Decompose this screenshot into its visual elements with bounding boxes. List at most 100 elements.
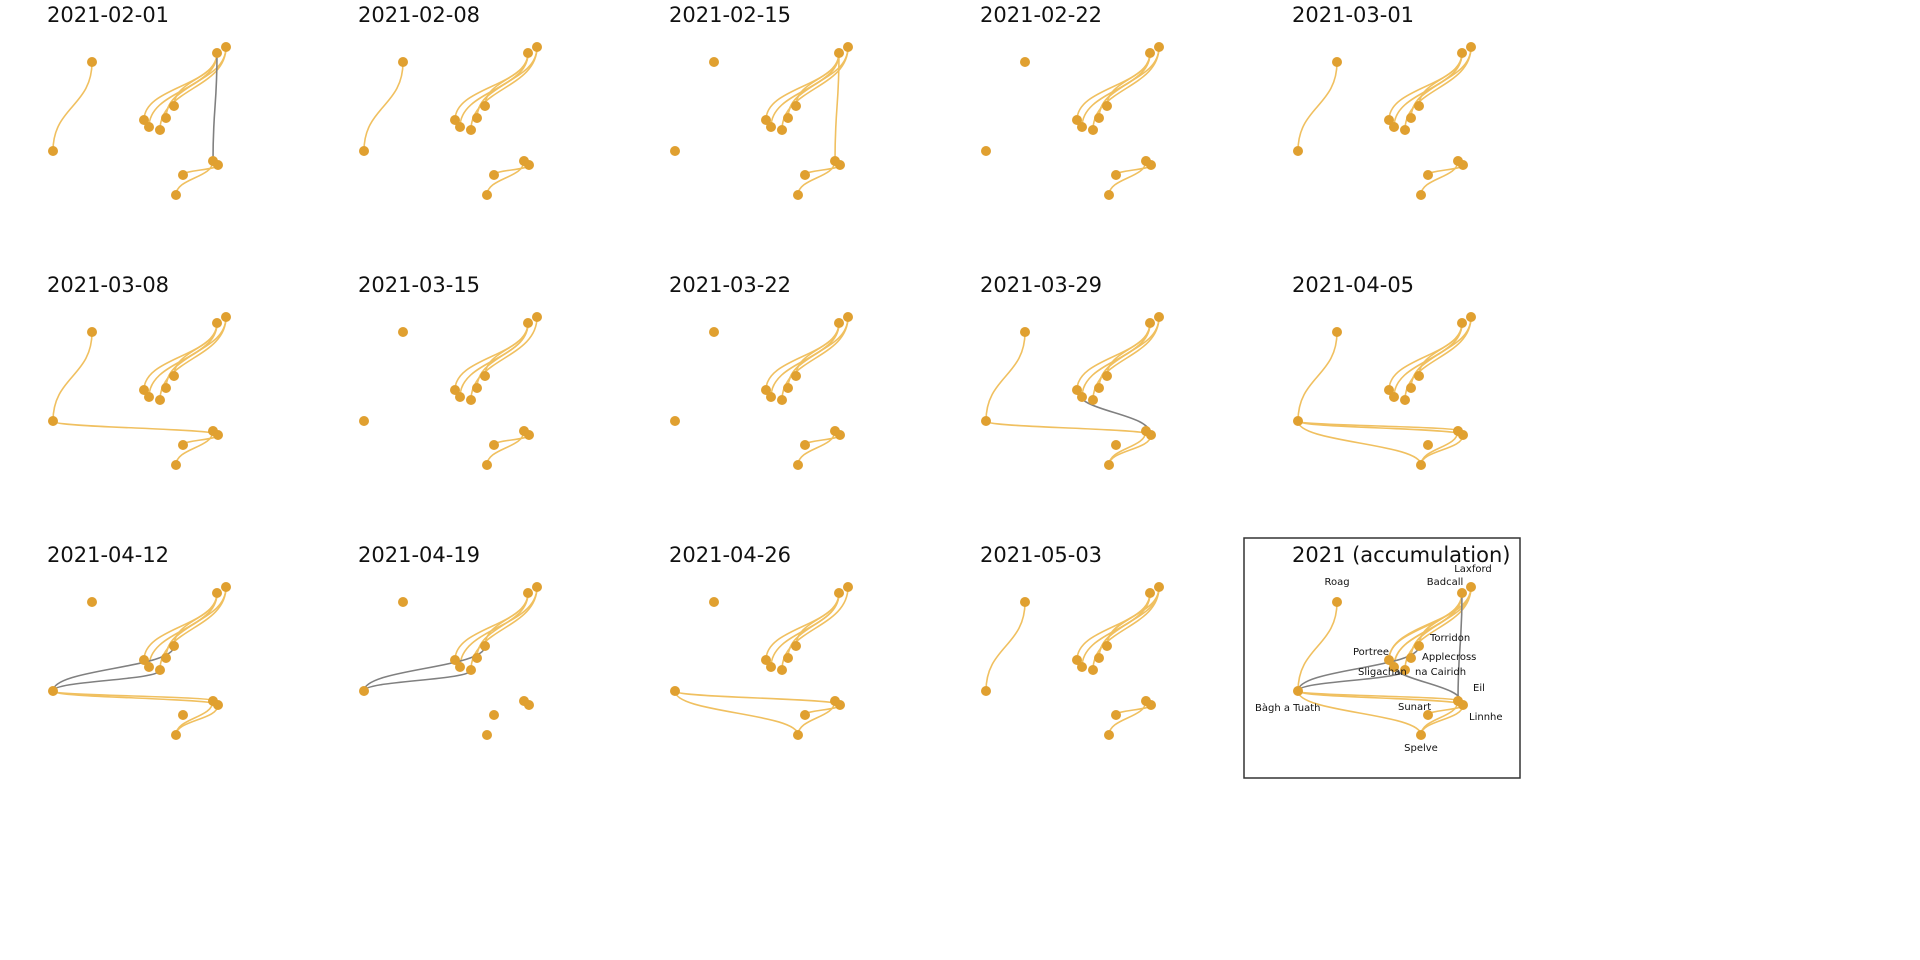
network-edge [1427,164,1464,176]
network-node-sunart [178,170,188,180]
network-node-bagh_a_tuath [48,416,58,426]
network-node-torridon [169,371,179,381]
network-node-sunart [800,170,810,180]
network-node-linnhe [524,430,534,440]
network-node-na_cairidh [1400,395,1410,405]
network-node-laxford [843,312,853,322]
node-label-laxford: Laxford [1454,564,1492,575]
network-node-na_cairidh [777,395,787,405]
network-node-badcall [212,318,222,328]
network-node-na_cairidh [1088,665,1098,675]
network-edge [1410,46,1472,119]
network-edge [1297,331,1338,422]
network-node-na_cairidh [1400,665,1410,675]
network-node-portree [761,655,771,665]
network-edge [787,316,849,389]
network-node-portree [1384,655,1394,665]
network-panel: 2021-03-01 [1292,3,1476,200]
network-node-sligachan [1389,662,1399,672]
panel-title: 2021 (accumulation) [1292,543,1510,567]
network-node-roag [1020,327,1030,337]
network-node-laxford [532,312,542,322]
network-node-sligachan [766,392,776,402]
network-edge [52,420,219,436]
network-node-badcall [523,588,533,598]
network-edge [765,322,840,391]
network-node-sunart [1423,710,1433,720]
network-edge [1297,690,1422,736]
network-node-applecross [1406,653,1416,663]
network-node-portree [1384,115,1394,125]
network-node-sunart [800,710,810,720]
network-node-spelve [1416,190,1426,200]
network-node-linnhe [524,700,534,710]
network-node-portree [761,385,771,395]
network-edge [1098,316,1160,389]
network-edge [1393,592,1463,668]
network-node-laxford [1154,582,1164,592]
network-panel: 2021-03-15 [358,273,542,470]
network-edge [143,592,218,661]
network-node-spelve [1104,460,1114,470]
panel-title: 2021-03-22 [669,273,791,297]
network-node-badcall [212,48,222,58]
network-edge-highlight [212,52,218,162]
network-node-sligachan [455,662,465,672]
network-node-spelve [793,460,803,470]
network-node-portree [139,655,149,665]
network-node-spelve [482,730,492,740]
panel-title: 2021-04-26 [669,543,791,567]
network-node-na_cairidh [155,125,165,135]
network-node-na_cairidh [1088,395,1098,405]
node-label-sligachan: Sligachan [1358,667,1407,678]
network-edge [787,46,849,119]
network-edge [765,592,840,661]
network-edge [1297,601,1338,692]
network-node-linnhe [213,160,223,170]
network-node-roag [398,327,408,337]
network-panel: 2021-04-05 [1292,273,1476,470]
network-node-bagh_a_tuath [670,686,680,696]
network-node-laxford [843,582,853,592]
network-node-applecross [1406,113,1416,123]
network-node-roag [709,597,719,607]
node-label-bagh_a_tuath: Bàgh a Tuath [1255,702,1320,714]
network-node-sunart [489,170,499,180]
network-panel: 2021-04-26 [669,543,853,740]
network-edge [143,52,218,121]
network-edge [454,52,529,121]
network-node-roag [87,597,97,607]
network-node-applecross [161,113,171,123]
network-edge-highlight [52,669,161,692]
network-edge [1388,586,1472,661]
network-node-roag [398,597,408,607]
network-node-applecross [472,653,482,663]
network-node-portree [1072,655,1082,665]
network-node-spelve [1416,460,1426,470]
network-edge [1420,434,1464,466]
network-node-portree [450,385,460,395]
node-label-spelve: Spelve [1404,743,1438,754]
network-edge [985,331,1026,422]
network-node-bagh_a_tuath [981,686,991,696]
network-node-laxford [1466,312,1476,322]
network-node-laxford [1466,582,1476,592]
network-edge [1410,316,1472,389]
network-node-applecross [783,113,793,123]
network-node-torridon [1102,641,1112,651]
network-node-sligachan [1077,662,1087,672]
network-node-bagh_a_tuath [359,146,369,156]
network-node-laxford [1154,312,1164,322]
network-node-portree [761,115,771,125]
network-node-sunart [800,440,810,450]
network-panel: 2021-04-12 [47,543,231,740]
network-node-sligachan [1389,392,1399,402]
network-node-na_cairidh [466,125,476,135]
node-label-linnhe: Linnhe [1469,712,1503,723]
network-node-torridon [791,101,801,111]
panel-title: 2021-03-29 [980,273,1102,297]
network-edge [1108,434,1152,466]
network-node-na_cairidh [155,395,165,405]
network-node-sunart [1423,170,1433,180]
network-edge [454,322,529,391]
